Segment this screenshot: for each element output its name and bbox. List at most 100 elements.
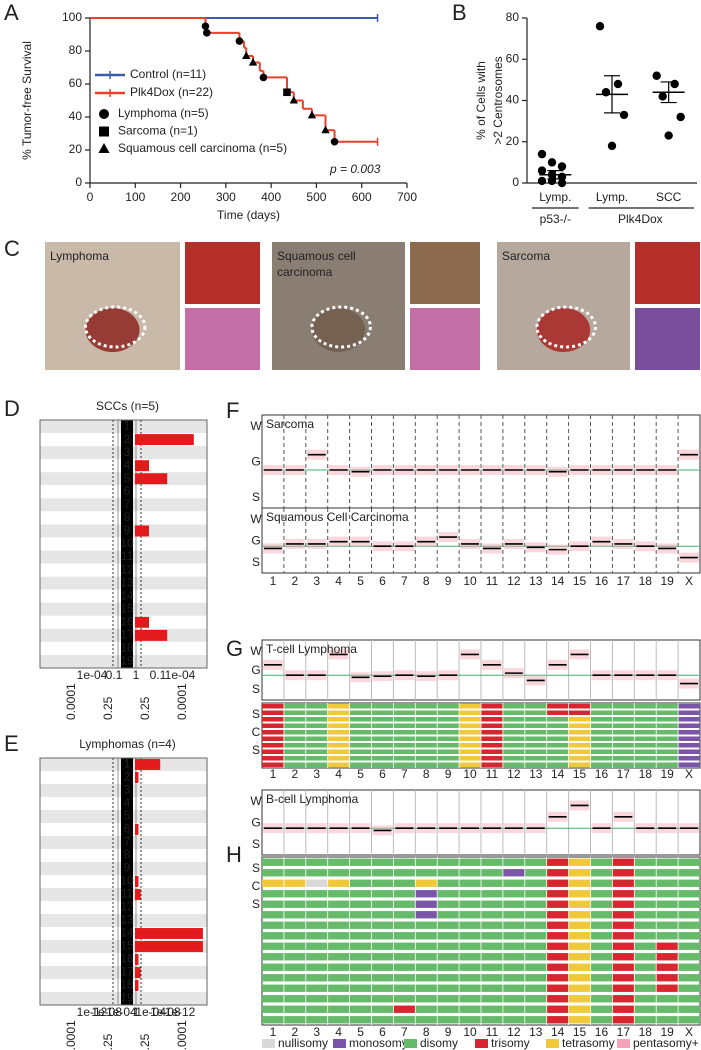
heatmap-cell	[524, 932, 547, 940]
chromosome-label: 4	[335, 1025, 342, 1039]
photo-label: Sarcoma	[502, 249, 550, 263]
heatmap-cell	[612, 729, 635, 735]
heatmap-cell	[634, 974, 657, 982]
heatmap-cell	[590, 710, 613, 716]
heatmap-cell	[415, 995, 438, 1003]
heatmap-cell	[437, 963, 460, 971]
heatmap-cell	[481, 749, 503, 755]
chromosome-label: 7	[401, 767, 408, 781]
chromosome-label: 11	[486, 1025, 499, 1039]
heatmap-cell	[349, 858, 372, 866]
heatmap-cell	[656, 710, 679, 716]
event-marker	[235, 37, 244, 45]
data-point	[613, 79, 623, 89]
heatmap-cell	[437, 716, 460, 722]
legend-label: Lymphoma (n=5)	[118, 106, 209, 120]
data-point	[601, 88, 611, 97]
x-tick-label: 0.25	[138, 1033, 152, 1050]
chromosome-label: 9	[445, 1025, 452, 1039]
heatmap-cell	[415, 1016, 438, 1024]
heatmap-cell	[349, 1005, 372, 1013]
heatmap-cell	[415, 736, 438, 742]
heatmap-cell	[502, 723, 525, 729]
heatmap-cell	[262, 974, 284, 982]
heatmap-cell	[656, 984, 679, 992]
chromosome-label: 3	[313, 767, 320, 781]
heatmap-cell	[656, 858, 679, 866]
legend-swatch	[262, 1039, 275, 1048]
heatmap-cell	[437, 890, 460, 898]
chromosome-label: 5	[357, 574, 364, 588]
heatmap-cell	[502, 716, 525, 722]
x-tick-label: 0.0001	[175, 1020, 189, 1050]
heatmap-cell	[283, 742, 306, 748]
heatmap-cell	[327, 703, 350, 709]
heatmap-cell	[393, 755, 416, 761]
heatmap-cell	[262, 1005, 284, 1013]
heatmap-cell	[393, 729, 416, 735]
panel-label: G	[226, 636, 243, 661]
heatmap-cell	[371, 932, 394, 940]
chromosome-label: 15	[573, 767, 587, 781]
heatmap-cell	[262, 953, 284, 961]
event-marker	[321, 125, 330, 134]
chromosome-label: 14	[551, 574, 565, 588]
x-tick-label: 300	[216, 190, 236, 204]
heatmap-cell	[612, 742, 635, 748]
heatmap-cell	[459, 742, 481, 748]
heatmap-cell	[678, 953, 700, 961]
heatmap-cell	[656, 749, 679, 755]
heatmap-cell	[590, 755, 613, 761]
chromosome-column	[121, 420, 133, 668]
heatmap-cell	[524, 858, 547, 866]
heatmap-cell	[459, 716, 481, 722]
heatmap-cell	[568, 742, 591, 748]
heatmap-cell	[612, 984, 635, 992]
heatmap-cell	[283, 953, 306, 961]
heatmap-cell	[283, 736, 306, 742]
heatmap-cell	[371, 984, 394, 992]
heatmap-cell	[590, 749, 613, 755]
chromosome-label: 5	[124, 809, 131, 823]
x-tick-label: 0.1	[106, 668, 123, 682]
heatmap-cell	[634, 869, 657, 877]
heatmap-cell	[634, 900, 657, 908]
heatmap-cell	[481, 858, 503, 866]
x-tick-label: 500	[306, 190, 326, 204]
x-axis-label: Time (days)	[217, 208, 280, 222]
data-point	[547, 158, 557, 167]
heatmap-cell	[524, 911, 547, 919]
bar	[135, 772, 139, 783]
heatmap-cell	[327, 1005, 350, 1013]
heatmap-cell	[568, 879, 591, 887]
heatmap-cell	[568, 1016, 591, 1024]
heatmap-letter: S	[252, 743, 260, 757]
heatmap-cell	[678, 921, 700, 929]
heatmap-cell	[590, 963, 613, 971]
tumor-outline	[84, 305, 147, 349]
x-tick-label: 100	[125, 190, 145, 204]
heatmap-cell	[262, 869, 284, 877]
chromosome-label: 18	[639, 1025, 653, 1039]
chromosome-label: 16	[120, 614, 134, 628]
heatmap-cell	[393, 703, 416, 709]
heatmap-cell	[283, 716, 306, 722]
heatmap-cell	[415, 953, 438, 961]
data-point	[537, 166, 547, 175]
heatmap-cell	[481, 963, 503, 971]
heatmap-cell	[568, 921, 591, 929]
chromosome-label: 15	[573, 574, 587, 588]
track-letter: W	[250, 419, 262, 433]
panel-label: F	[226, 398, 239, 423]
legend-label: monosomy	[349, 1036, 408, 1050]
heatmap-cell	[502, 932, 525, 940]
heatmap-cell	[459, 942, 481, 950]
tumor-outline	[310, 305, 372, 349]
x-tick-label: 0.0001	[175, 683, 189, 720]
event-marker	[330, 137, 339, 146]
heatmap-cell	[327, 963, 350, 971]
heatmap-cell	[393, 716, 416, 722]
heatmap-cell	[502, 755, 525, 761]
chromosome-label: 5	[124, 471, 131, 485]
